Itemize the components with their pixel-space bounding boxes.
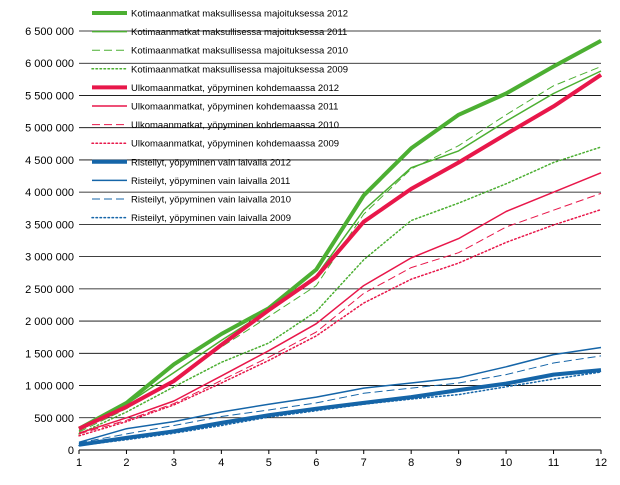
x-tick-label: 5 (266, 457, 272, 469)
legend-item-9: Risteilyt, yöpyminen vain laivalla 2011 (92, 176, 290, 187)
legend-item-8: Risteilyt, yöpyminen vain laivalla 2012 (92, 157, 291, 168)
y-tick-label: 1 500 000 (25, 348, 74, 360)
y-tick-label: 5 000 000 (25, 123, 74, 135)
series-line-0 (78, 38, 602, 431)
series-line-5 (78, 172, 602, 434)
legend-item-3: Kotimaanmatkat maksullisessa majoitukses… (91, 64, 348, 75)
x-tick-label: 7 (361, 457, 367, 469)
series-line-9 (78, 346, 602, 444)
x-tick-label: 9 (456, 457, 462, 469)
legend-label: Ulkomaanmatkat, yöpyminen kohdemaassa 20… (131, 102, 338, 113)
series-line-3 (78, 146, 602, 435)
legend-item-5: Ulkomaanmatkat, yöpyminen kohdemaassa 20… (92, 102, 338, 113)
x-tick-label: 10 (500, 457, 512, 469)
y-tick-label: 4 500 000 (25, 155, 74, 167)
y-tick-label: 2 500 000 (25, 284, 74, 296)
legend-item-11: Risteilyt, yöpyminen vain laivalla 2009 (91, 213, 291, 224)
x-tick-label: 6 (313, 457, 319, 469)
legend: Kotimaanmatkat maksullisessa majoitukses… (91, 9, 348, 224)
y-tick-label: 5 500 000 (25, 90, 74, 102)
legend-label: Risteilyt, yöpyminen vain laivalla 2010 (131, 195, 291, 206)
legend-item-10: Risteilyt, yöpyminen vain laivalla 2010 (92, 195, 291, 206)
y-tick-label: 2 000 000 (25, 316, 74, 328)
legend-item-0: Kotimaanmatkat maksullisessa majoitukses… (92, 9, 348, 20)
y-tick-label: 3 000 000 (25, 252, 74, 264)
x-tick-label: 12 (595, 457, 607, 469)
series-line-8 (78, 368, 602, 447)
x-tick-label: 11 (548, 457, 559, 469)
legend-item-7: Ulkomaanmatkat, yöpyminen kohdemaassa 20… (91, 139, 339, 150)
y-tick-label: 4 000 000 (25, 187, 74, 199)
legend-label: Ulkomaanmatkat, yöpyminen kohdemaassa 20… (131, 139, 339, 150)
y-tick-label: 500 000 (34, 413, 74, 425)
legend-item-2: Kotimaanmatkat maksullisessa majoitukses… (92, 46, 348, 57)
y-tick-label: 0 (68, 445, 74, 457)
legend-item-6: Ulkomaanmatkat, yöpyminen kohdemaassa 20… (92, 120, 339, 131)
legend-label: Risteilyt, yöpyminen vain laivalla 2009 (131, 213, 291, 224)
axes: 0 500 000 1 000 000 1 500 000 2 000 000 2 500… (25, 26, 607, 469)
series-line-6 (78, 192, 602, 435)
legend-label: Kotimaanmatkat maksullisessa majoitukses… (131, 64, 348, 75)
legend-label: Risteilyt, yöpyminen vain laivalla 2011 (131, 176, 290, 187)
x-tick-label: 4 (218, 457, 224, 469)
legend-label: Risteilyt, yöpyminen vain laivalla 2012 (131, 157, 291, 168)
x-tick-label: 2 (123, 457, 129, 469)
series-line-4 (78, 73, 603, 431)
series-line-11 (78, 371, 602, 447)
x-tick-label: 3 (171, 457, 177, 469)
legend-item-1: Kotimaanmatkat maksullisessa majoitukses… (92, 27, 347, 38)
series-lines (78, 38, 603, 447)
y-tick-label: 1 000 000 (25, 381, 74, 393)
y-tick-label: 6 500 000 (25, 26, 74, 38)
legend-label: Ulkomaanmatkat, yöpyminen kohdemaassa 20… (131, 120, 339, 131)
legend-label: Kotimaanmatkat maksullisessa majoitukses… (131, 9, 348, 20)
series-line-7 (78, 208, 602, 437)
series-line-1 (78, 70, 602, 432)
y-tick-label: 3 500 000 (25, 219, 74, 231)
series-line-10 (78, 355, 602, 444)
x-tick-label: 1 (76, 457, 82, 469)
legend-label: Kotimaanmatkat maksullisessa majoitukses… (131, 46, 348, 57)
x-tick-label: 8 (408, 457, 414, 469)
legend-label: Kotimaanmatkat maksullisessa majoitukses… (131, 27, 347, 38)
legend-item-4: Ulkomaanmatkat, yöpyminen kohdemaassa 20… (92, 83, 339, 94)
legend-label: Ulkomaanmatkat, yöpyminen kohdemaassa 20… (131, 83, 339, 94)
y-tick-label: 6 000 000 (25, 58, 74, 70)
